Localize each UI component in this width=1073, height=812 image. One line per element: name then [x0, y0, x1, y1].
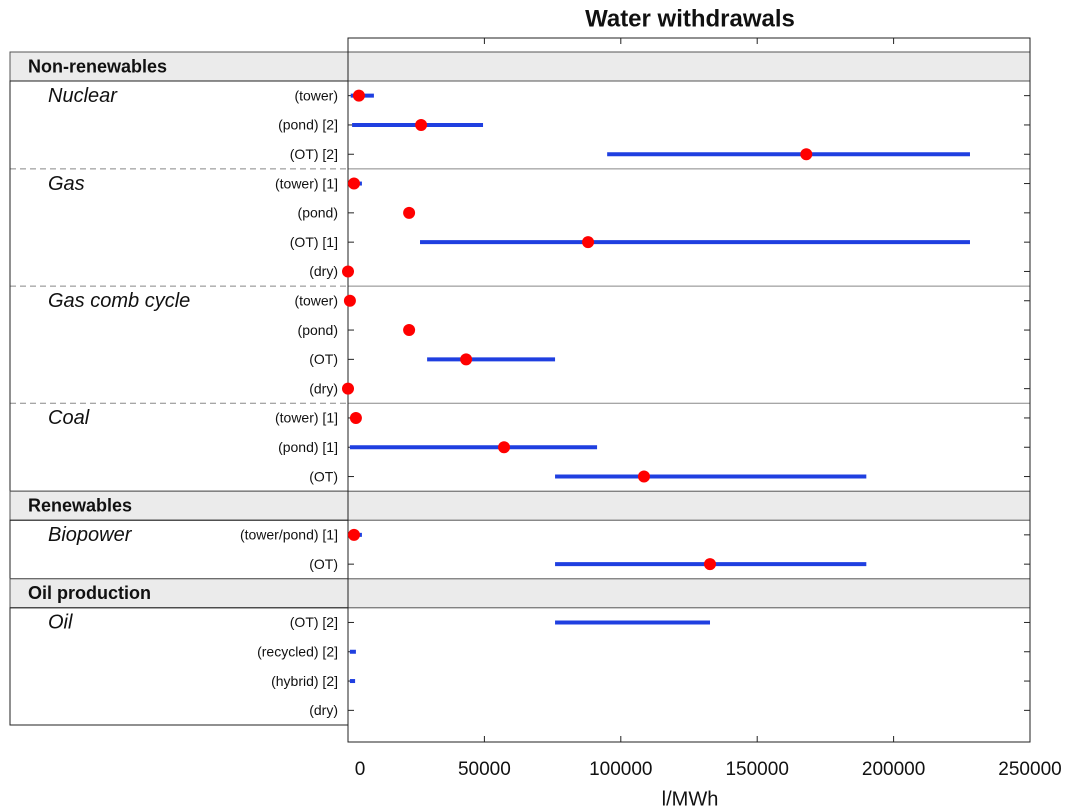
x-axis-label: l/MWh [662, 788, 719, 810]
row-label: (tower) [1] [275, 410, 338, 426]
row-label: (pond) [298, 205, 338, 221]
section-title: Oil production [28, 583, 151, 603]
section-header [9, 490, 1031, 521]
x-tick-label: 0 [355, 759, 366, 780]
dot [342, 265, 354, 278]
dot [498, 441, 511, 454]
x-tick-label: 100000 [589, 759, 652, 780]
row-label: (dry) [309, 380, 338, 396]
x-tick-label: 50000 [458, 759, 511, 780]
section-title: Renewables [28, 495, 132, 515]
dot [704, 558, 717, 571]
x-tick-label: 200000 [862, 759, 925, 780]
row-label: (OT) [309, 468, 338, 484]
chart-title: Water withdrawals [585, 5, 795, 32]
row-label: (tower) [294, 87, 338, 103]
x-tick-label: 250000 [998, 759, 1061, 780]
dot [403, 206, 416, 219]
dot [415, 118, 428, 131]
dot [342, 382, 354, 395]
dot [403, 324, 416, 337]
group-label: Nuclear [48, 85, 118, 107]
x-tick-label: 150000 [725, 759, 788, 780]
plot-frame [347, 37, 1031, 743]
dot [349, 411, 362, 424]
row-label: (hybrid) [2] [271, 673, 338, 689]
group-label: Gas [48, 173, 85, 195]
dot [352, 89, 365, 102]
row-label: (OT) [309, 351, 338, 367]
group-label: Gas comb cycle [48, 290, 190, 312]
row-label: (tower) [1] [275, 175, 338, 191]
dot [582, 236, 595, 249]
row-label: (tower) [294, 292, 338, 308]
row-label: (OT) [2] [290, 614, 338, 630]
row-label: (dry) [309, 702, 338, 718]
row-label: (OT) [1] [290, 234, 338, 250]
row-label: (dry) [309, 263, 338, 279]
row-label: (tower/pond) [1] [240, 527, 338, 543]
section-title: Non-renewables [28, 56, 167, 76]
dot [460, 353, 473, 366]
row-label: (pond) [2] [278, 117, 338, 133]
group-label: Coal [48, 407, 90, 429]
row-label: (OT) [2] [290, 146, 338, 162]
dot [800, 148, 813, 161]
row-label: (pond) [298, 322, 338, 338]
row-label: (OT) [309, 556, 338, 572]
section-header [9, 578, 1031, 609]
dot [348, 177, 361, 190]
row-label: (pond) [1] [278, 439, 338, 455]
dot [637, 470, 650, 483]
row-label: (recycled) [2] [257, 643, 338, 659]
dot [348, 528, 361, 541]
section-header [9, 51, 1031, 82]
group-label: Biopower [48, 524, 133, 546]
group-label: Oil [48, 612, 73, 634]
dot [343, 294, 356, 307]
